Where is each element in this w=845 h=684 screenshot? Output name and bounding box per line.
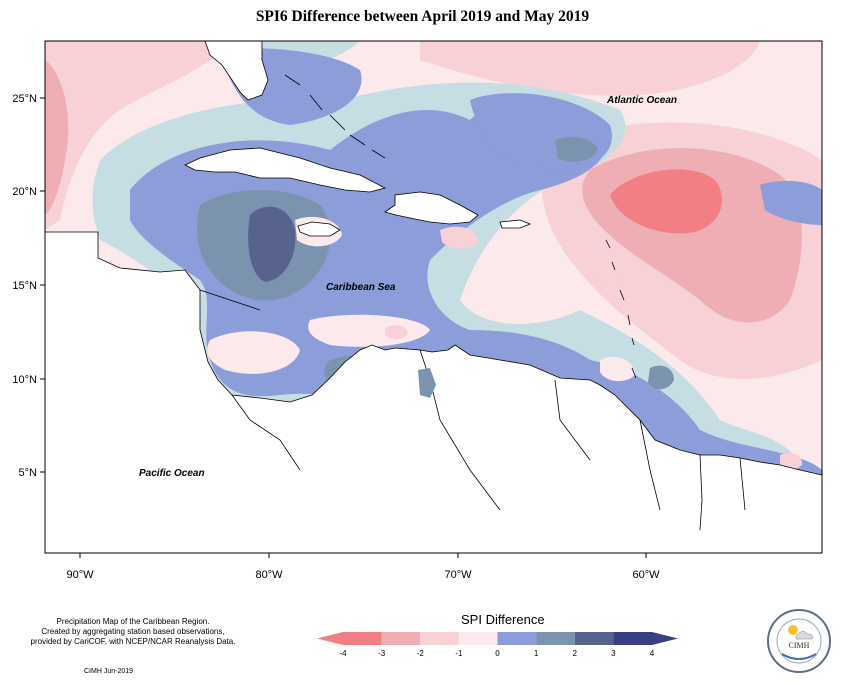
- legend-tick-label: 3: [611, 649, 616, 658]
- cloud-icon: [795, 631, 813, 640]
- legend-swatch: [613, 632, 652, 645]
- legend-swatch: [458, 632, 498, 645]
- legend-swatch: [381, 632, 421, 645]
- land-lesser-antilles: [605, 239, 637, 379]
- field-band-pos1-east: [760, 180, 822, 225]
- field-band-neg3-nw: [45, 60, 69, 215]
- lat-label-25: 25°N: [12, 93, 37, 105]
- map-title: SPI6 Difference between April 2019 and M…: [255, 8, 590, 25]
- field-patch-neg1-south: [207, 331, 300, 374]
- field-band-pos3-central: [248, 206, 296, 282]
- lon-axis: 90°W 80°W 70°W 60°W: [66, 553, 660, 581]
- legend-tick-label: -4: [339, 649, 347, 658]
- field-band-neg2-nw: [45, 41, 230, 230]
- field-band-neg2-top: [420, 41, 760, 96]
- sun-icon: [788, 625, 798, 635]
- field-patch-neg1-se: [600, 356, 635, 382]
- legend-tick-label: 0: [495, 649, 500, 658]
- field-patch-neg2-ne: [440, 226, 479, 249]
- label-pacific-ocean: Pacific Ocean: [139, 468, 205, 479]
- wave-icon: [781, 653, 817, 660]
- legend-arrow-left: [317, 632, 343, 645]
- legend-swatch: [420, 632, 459, 645]
- lat-axis: 25°N 20°N 15°N 10°N 5°N: [12, 93, 45, 479]
- legend-arrow-right: [652, 632, 678, 645]
- caption: Precipitation Map of the Caribbean Regio…: [8, 617, 258, 647]
- field-band-neg4-east: [610, 169, 723, 234]
- lat-label-20: 20°N: [12, 186, 37, 198]
- label-caribbean-sea: Caribbean Sea: [326, 282, 396, 293]
- lake-maracaibo: [418, 368, 436, 398]
- legend-tick-label: -3: [378, 649, 386, 658]
- land-florida: [204, 41, 269, 101]
- land-puerto-rico: [499, 219, 532, 229]
- caption-line: Precipitation Map of the Caribbean Regio…: [56, 617, 210, 626]
- legend-swatch: [343, 632, 382, 645]
- field-band-pos2-east: [648, 365, 674, 390]
- land-cuba: [184, 147, 387, 193]
- map-frame: [44, 40, 823, 554]
- legend-tick-label: -2: [417, 649, 425, 658]
- legend-swatch: [497, 632, 537, 645]
- legend-tick-label: 4: [650, 649, 655, 658]
- legend-swatch: [574, 632, 614, 645]
- field-patch-neg2-se: [780, 453, 803, 470]
- land-boundaries: [45, 41, 822, 553]
- cimh-logo: CIMH: [767, 609, 831, 673]
- lon-label-70: 70°W: [444, 569, 472, 581]
- lon-label-60: 60°W: [632, 569, 660, 581]
- caption-line: provided by CariCOF, with NCEP/NCAR Rean…: [30, 637, 236, 646]
- lat-label-5: 5°N: [19, 467, 38, 479]
- lat-label-10: 10°N: [12, 374, 37, 386]
- legend-tick-label: -1: [455, 649, 463, 658]
- legend-colorbar: -4 -3 -2 -1 0 1 2 3 4: [317, 632, 678, 658]
- lon-label-80: 80°W: [255, 569, 283, 581]
- land-bahamas: [284, 74, 386, 159]
- land-hispaniola: [384, 191, 479, 225]
- credit: CIMH Jun-2019: [84, 668, 134, 675]
- field-patch-neg2-east: [590, 259, 625, 282]
- field-band-pos2-north: [555, 136, 598, 162]
- lat-label-15: 15°N: [12, 280, 37, 292]
- legend-tick-label: 2: [573, 649, 578, 658]
- legend-swatch: [536, 632, 575, 645]
- land-jamaica: [297, 221, 341, 237]
- lon-label-90: 90°W: [66, 569, 94, 581]
- legend-tick-label: 1: [534, 649, 539, 658]
- field-patch-neg2-sea: [385, 325, 408, 340]
- label-atlantic-ocean: Atlantic Ocean: [606, 95, 677, 106]
- caption-line: Created by aggregating station based obs…: [41, 627, 225, 636]
- land-interior-borders: [199, 289, 746, 531]
- legend-title: SPI Difference: [461, 612, 545, 627]
- logo-text: CIMH: [789, 641, 810, 650]
